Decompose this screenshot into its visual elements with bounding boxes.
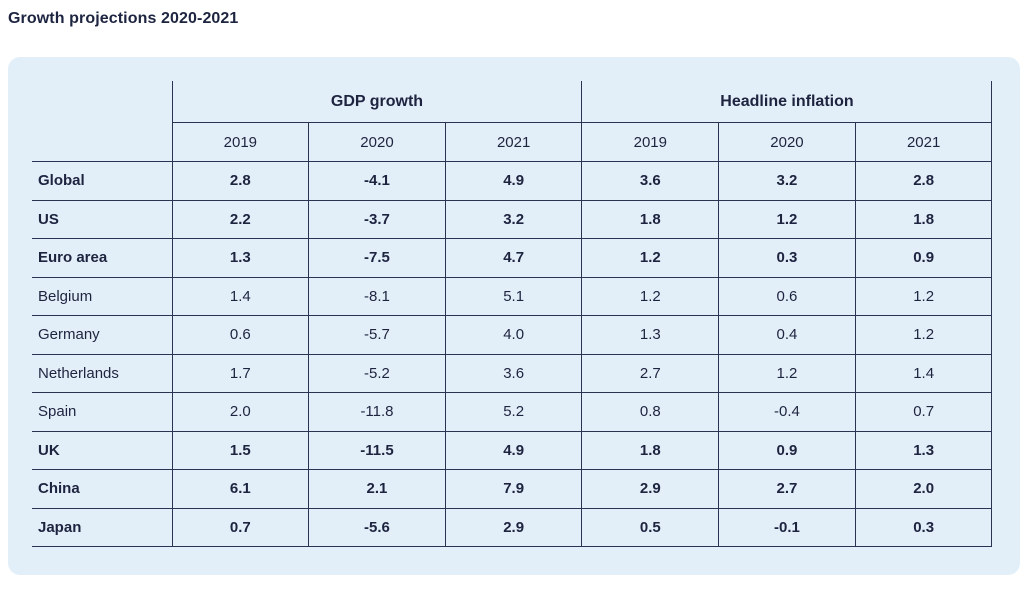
value-cell: -11.8 xyxy=(308,392,446,432)
value-cell: 1.2 xyxy=(854,277,993,316)
table-row: Global 2.8 -4.1 4.9 3.6 3.2 2.8 xyxy=(32,161,993,201)
value-cell: 2.8 xyxy=(171,161,309,201)
value-cell: 2.0 xyxy=(171,392,309,432)
row-label: US xyxy=(32,200,172,239)
value-cell: 2.8 xyxy=(854,161,993,201)
value-cell: 0.7 xyxy=(854,392,993,432)
value-cell: 3.2 xyxy=(718,161,856,201)
value-cell: -3.7 xyxy=(308,200,446,239)
value-cell: 1.3 xyxy=(854,431,993,470)
value-cell: 0.8 xyxy=(581,392,719,432)
year-header: 2020 xyxy=(718,122,856,162)
value-cell: 1.3 xyxy=(581,315,719,355)
value-cell: 0.3 xyxy=(718,238,856,278)
year-header: 2019 xyxy=(581,122,719,162)
year-header: 2020 xyxy=(308,122,446,162)
row-label: China xyxy=(32,469,172,509)
row-label: UK xyxy=(32,431,172,470)
value-cell: -5.6 xyxy=(308,508,446,547)
row-label: Netherlands xyxy=(32,354,172,393)
value-cell: 1.7 xyxy=(171,354,309,393)
value-cell: 6.1 xyxy=(171,469,309,509)
value-cell: 0.3 xyxy=(854,508,993,547)
value-cell: 5.2 xyxy=(444,392,582,432)
year-header: 2021 xyxy=(444,122,582,162)
value-cell: 0.9 xyxy=(718,431,856,470)
table-row: Netherlands 1.7 -5.2 3.6 2.7 1.2 1.4 xyxy=(32,354,993,393)
value-cell: -11.5 xyxy=(308,431,446,470)
row-label: Germany xyxy=(32,315,172,355)
table-row: Belgium 1.4 -8.1 5.1 1.2 0.6 1.2 xyxy=(32,277,993,316)
value-cell: 3.2 xyxy=(444,200,582,239)
value-cell: 1.2 xyxy=(718,354,856,393)
value-cell: 7.9 xyxy=(444,469,582,509)
row-label: Spain xyxy=(32,392,172,432)
value-cell: 1.2 xyxy=(581,238,719,278)
value-cell: -5.2 xyxy=(308,354,446,393)
table-row: China 6.1 2.1 7.9 2.9 2.7 2.0 xyxy=(32,469,993,509)
value-cell: 4.7 xyxy=(444,238,582,278)
table-row: Germany 0.6 -5.7 4.0 1.3 0.4 1.2 xyxy=(32,315,993,355)
row-label: Japan xyxy=(32,508,172,547)
value-cell: -5.7 xyxy=(308,315,446,355)
value-cell: 2.9 xyxy=(581,469,719,509)
value-cell: 4.9 xyxy=(444,161,582,201)
value-cell: 1.4 xyxy=(171,277,309,316)
value-cell: 2.1 xyxy=(308,469,446,509)
value-cell: 0.6 xyxy=(718,277,856,316)
value-cell: 3.6 xyxy=(581,161,719,201)
group-header-row: GDP growth Headline inflation xyxy=(32,81,993,123)
year-header-row: 2019 2020 2021 2019 2020 2021 xyxy=(32,122,993,162)
value-cell: -0.1 xyxy=(718,508,856,547)
table-row: Japan 0.7 -5.6 2.9 0.5 -0.1 0.3 xyxy=(32,508,993,547)
year-header: 2019 xyxy=(171,122,309,162)
value-cell: 1.8 xyxy=(581,431,719,470)
value-cell: 2.7 xyxy=(581,354,719,393)
value-cell: 1.8 xyxy=(581,200,719,239)
value-cell: 2.0 xyxy=(854,469,993,509)
value-cell: 0.5 xyxy=(581,508,719,547)
value-cell: 1.4 xyxy=(854,354,993,393)
value-cell: 4.0 xyxy=(444,315,582,355)
value-cell: 1.3 xyxy=(171,238,309,278)
value-cell: 0.7 xyxy=(171,508,309,547)
value-cell: -7.5 xyxy=(308,238,446,278)
value-cell: 0.9 xyxy=(854,238,993,278)
value-cell: 1.5 xyxy=(171,431,309,470)
year-corner-cell xyxy=(32,122,172,162)
table-row: Spain 2.0 -11.8 5.2 0.8 -0.4 0.7 xyxy=(32,392,993,432)
table-row: Euro area 1.3 -7.5 4.7 1.2 0.3 0.9 xyxy=(32,238,993,278)
value-cell: 1.2 xyxy=(718,200,856,239)
table-panel: GDP growth Headline inflation 2019 2020 … xyxy=(8,57,1020,575)
page-title: Growth projections 2020-2021 xyxy=(8,10,239,27)
corner-cell xyxy=(32,81,172,123)
projections-table: GDP growth Headline inflation 2019 2020 … xyxy=(32,81,993,547)
value-cell: -0.4 xyxy=(718,392,856,432)
row-label: Euro area xyxy=(32,238,172,278)
row-label: Belgium xyxy=(32,277,172,316)
value-cell: 5.1 xyxy=(444,277,582,316)
value-cell: -8.1 xyxy=(308,277,446,316)
table-body: Global 2.8 -4.1 4.9 3.6 3.2 2.8 US 2.2 -3.7 3.2 1.8… xyxy=(32,161,993,547)
value-cell: 1.2 xyxy=(581,277,719,316)
value-cell: 3.6 xyxy=(444,354,582,393)
value-cell: 0.6 xyxy=(171,315,309,355)
value-cell: 1.2 xyxy=(854,315,993,355)
value-cell: 1.8 xyxy=(854,200,993,239)
value-cell: -4.1 xyxy=(308,161,446,201)
headline-inflation-header: Headline inflation xyxy=(581,81,993,123)
value-cell: 2.9 xyxy=(444,508,582,547)
value-cell: 0.4 xyxy=(718,315,856,355)
table-row: US 2.2 -3.7 3.2 1.8 1.2 1.8 xyxy=(32,200,993,239)
value-cell: 4.9 xyxy=(444,431,582,470)
table-row: UK 1.5 -11.5 4.9 1.8 0.9 1.3 xyxy=(32,431,993,470)
gdp-growth-header: GDP growth xyxy=(171,81,582,123)
row-label: Global xyxy=(32,161,172,201)
value-cell: 2.7 xyxy=(718,469,856,509)
year-header: 2021 xyxy=(854,122,993,162)
value-cell: 2.2 xyxy=(171,200,309,239)
